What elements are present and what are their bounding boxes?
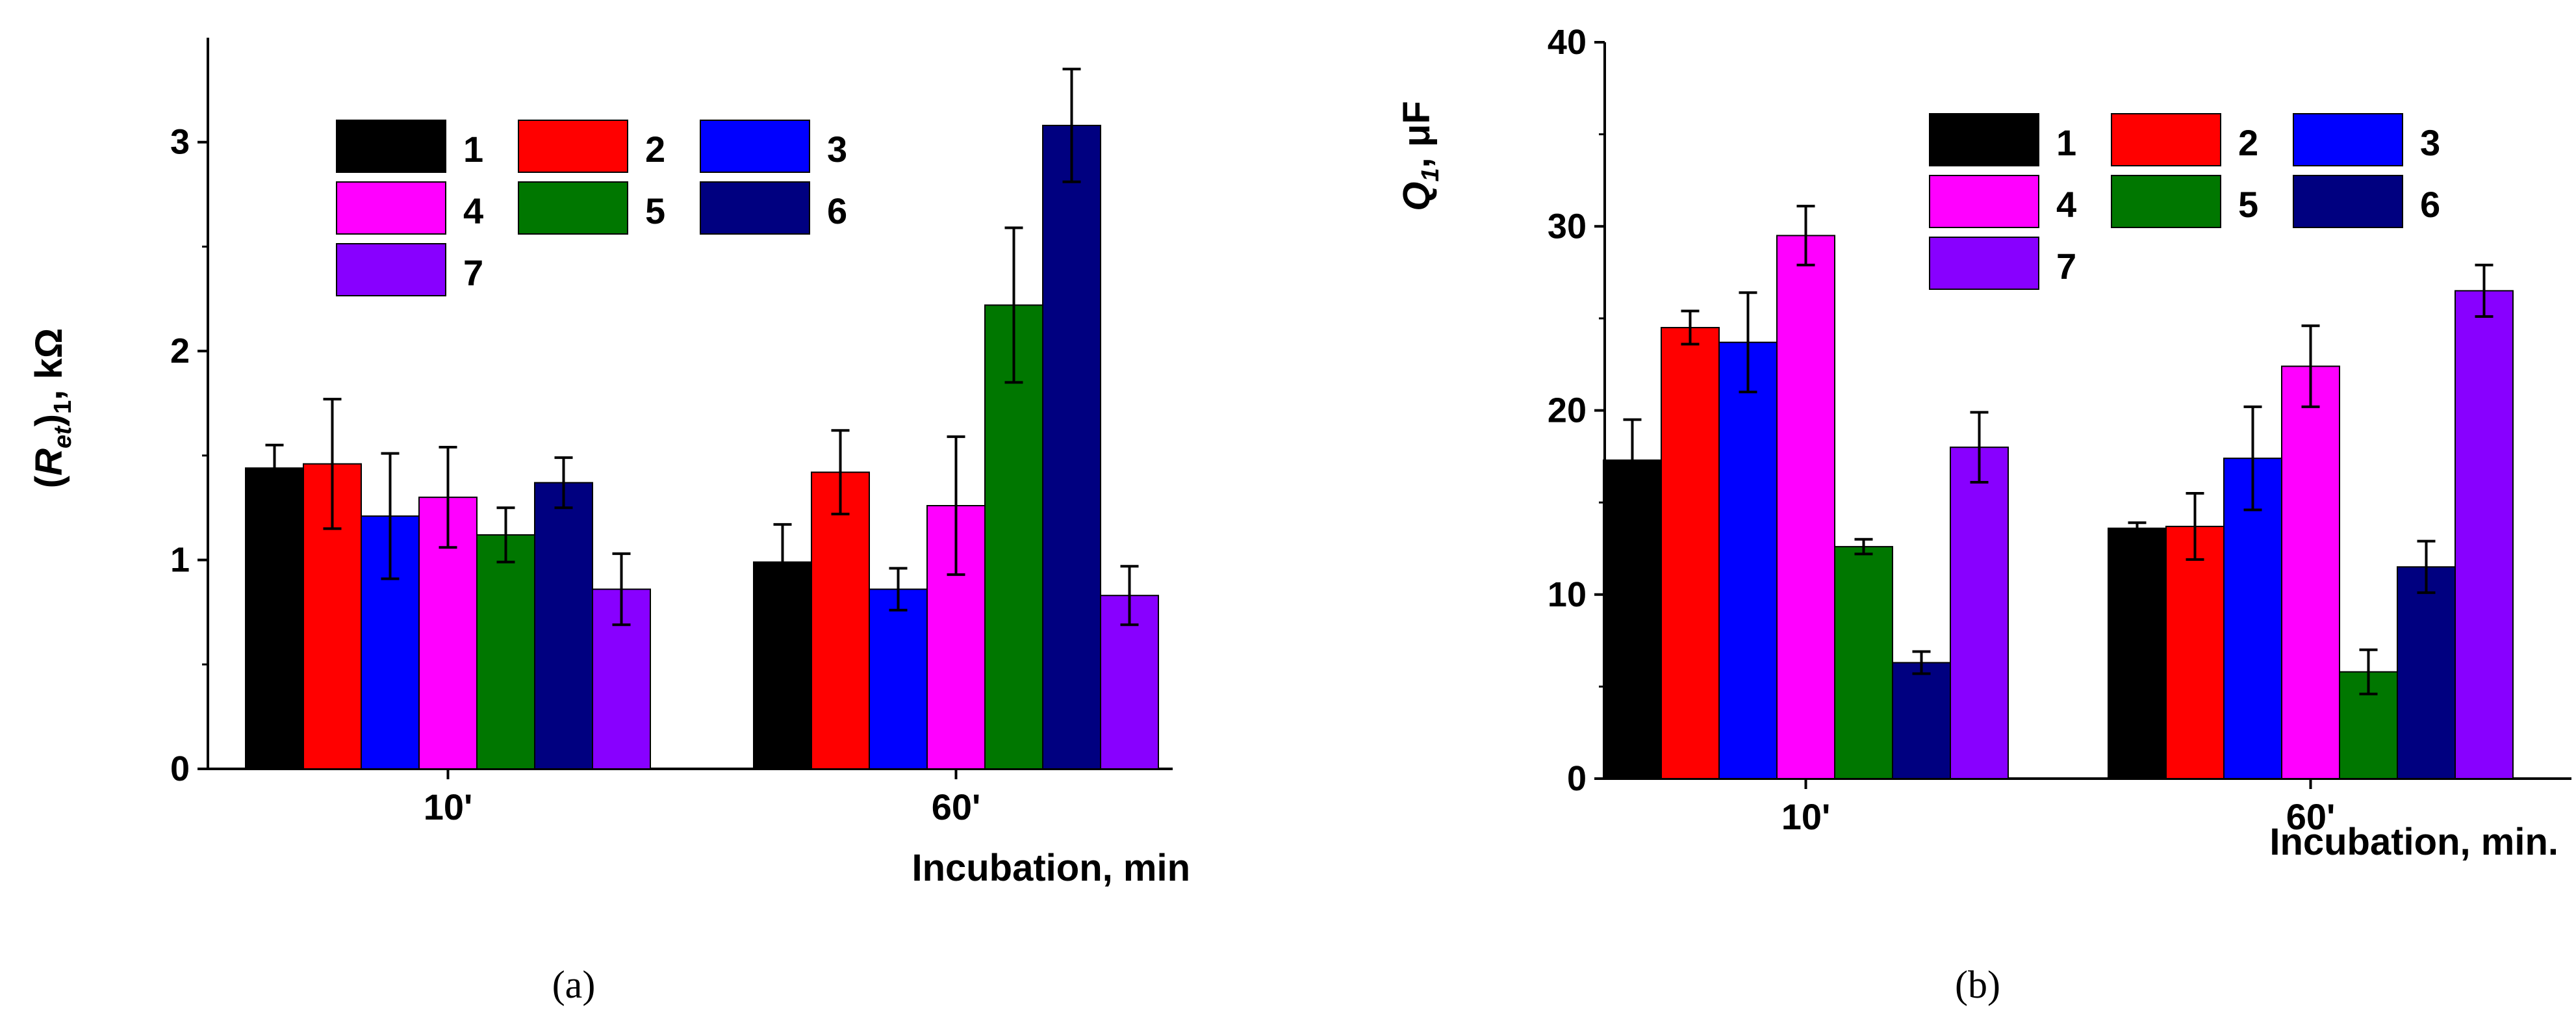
bar-series-4-second — [2281, 365, 2340, 779]
y-tick-label: 40 — [1548, 23, 1587, 62]
legend-label-3: 3 — [2420, 122, 2440, 163]
legend-swatch-3 — [2293, 113, 2403, 166]
bar-series-2-first — [1661, 327, 1720, 780]
legend-label-7: 7 — [463, 252, 483, 293]
bar-series-1-first — [245, 467, 304, 770]
legend-swatch-1 — [336, 120, 446, 173]
y-tick-label: 2 — [170, 331, 190, 370]
legend-label-2: 2 — [2238, 122, 2258, 163]
legend-label-7: 7 — [2056, 246, 2076, 287]
legend-label-2: 2 — [645, 129, 665, 170]
legend-label-6: 6 — [2420, 184, 2440, 225]
bar-series-1-second — [2108, 527, 2167, 780]
bar-series-7-second — [2455, 290, 2514, 779]
legend-swatch-7 — [1929, 237, 2039, 290]
y-axis-label: Q1, μF — [1396, 101, 1444, 211]
bar-series-1-first — [1603, 459, 1662, 779]
legend-label-1: 1 — [463, 129, 483, 170]
bar-series-5-first — [476, 534, 535, 770]
legend-swatch-7 — [336, 243, 446, 296]
y-axis-label: (Ret)1, kΩ — [28, 328, 77, 488]
y-tick-label: 0 — [1567, 759, 1587, 798]
bar-series-2-second — [811, 471, 870, 770]
bar-series-2-second — [2165, 525, 2225, 779]
legend-label-5: 5 — [645, 190, 665, 231]
bar-series-3-first — [1718, 341, 1778, 779]
legend-swatch-3 — [700, 120, 810, 173]
legend-label-5: 5 — [2238, 184, 2258, 225]
legend-swatch-5 — [2111, 175, 2221, 228]
legend-label-4: 4 — [2056, 184, 2076, 225]
legend-swatch-4 — [1929, 175, 2039, 228]
bar-series-6-second — [1042, 125, 1101, 770]
y-tick-label: 0 — [170, 749, 190, 788]
bar-series-5-first — [1834, 546, 1893, 779]
legend-label-4: 4 — [463, 190, 483, 231]
legend-label-6: 6 — [827, 190, 847, 231]
legend-label-1: 1 — [2056, 122, 2076, 163]
bar-series-4-first — [1776, 235, 1835, 780]
x-axis-label: Incubation, min — [912, 847, 1190, 889]
legend-swatch-4 — [336, 181, 446, 235]
legend-swatch-5 — [518, 181, 628, 235]
legend: 1 2 3 4 5 6 7 — [1929, 113, 2440, 290]
x-tick-label: 10' — [424, 786, 473, 827]
bar-series-3-second — [869, 588, 928, 770]
legend-swatch-1 — [1929, 113, 2039, 166]
legend-swatch-2 — [2111, 113, 2221, 166]
x-tick-label: 60' — [2286, 796, 2336, 837]
bar-series-6-first — [534, 482, 593, 770]
y-tick-label: 20 — [1548, 391, 1587, 430]
legend: 1 2 3 4 5 6 7 — [336, 120, 847, 296]
x-tick-label: 10' — [1781, 796, 1831, 837]
y-tick-label: 3 — [170, 123, 190, 162]
chart-panel-b: 0 10 20 30 40 10' 60'Incubation, min. 1 2 3 4 5 6 7 Q1… — [1396, 23, 2571, 1006]
legend-swatch-2 — [518, 120, 628, 173]
legend-label-3: 3 — [827, 129, 847, 170]
bar-series-6-second — [2397, 566, 2456, 779]
y-tick-label: 1 — [170, 541, 190, 580]
panel-caption: (b) — [1955, 963, 2000, 1006]
x-axis-label: Incubation, min. — [2269, 821, 2558, 863]
legend-swatch-6 — [700, 181, 810, 235]
panel-caption: (a) — [552, 963, 596, 1006]
bar-series-6-first — [1892, 662, 1951, 779]
y-tick-label: 30 — [1548, 207, 1587, 246]
y-tick-label: 10 — [1548, 575, 1587, 614]
x-tick-label: 60' — [932, 786, 981, 827]
chart-panel-a: 0 1 2 3 10' 60' Incubation, min 1 2 3 4 5 6 7 (Ret)1, … — [28, 38, 1190, 1006]
legend-swatch-6 — [2293, 175, 2403, 228]
bar-series-7-first — [1950, 447, 2009, 780]
